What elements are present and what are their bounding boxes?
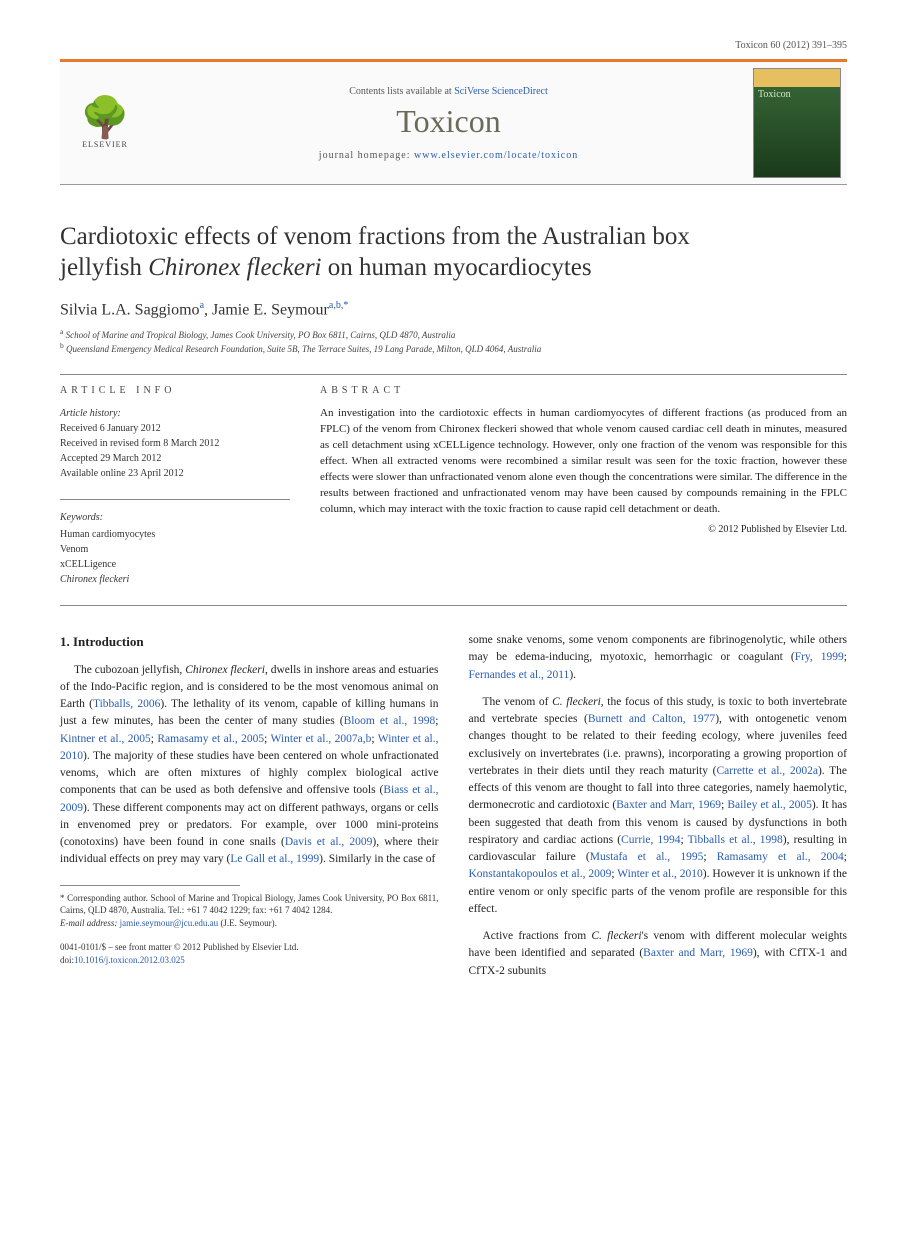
divider-bottom	[60, 605, 847, 606]
author-1: Silvia L.A. Saggiomo	[60, 301, 200, 318]
ref-bloom-1998[interactable]: Bloom et al., 1998	[344, 715, 436, 727]
intro-para-2: some snake venoms, some venom components…	[469, 632, 848, 684]
article-info-label: ARTICLE INFO	[60, 385, 290, 396]
email-label: E-mail address:	[60, 918, 120, 928]
article-history: Article history: Received 6 January 2012…	[60, 406, 290, 481]
doi-link[interactable]: 10.1016/j.toxicon.2012.03.025	[74, 955, 185, 965]
ref-baxter-1969b[interactable]: Baxter and Marr, 1969	[643, 947, 753, 959]
ref-ramasamy-2005[interactable]: Ramasamy et al., 2005	[157, 733, 264, 745]
ref-kintner-2005[interactable]: Kintner et al., 2005	[60, 733, 151, 745]
front-matter-line: 0041-0101/$ – see front matter © 2012 Pu…	[60, 941, 439, 966]
homepage-prefix: journal homepage:	[319, 150, 414, 161]
ref-baxter-1969[interactable]: Baxter and Marr, 1969	[616, 799, 721, 811]
divider-top	[60, 374, 847, 375]
keyword-3: xCELLigence	[60, 557, 290, 572]
ref-legall-1999[interactable]: Le Gall et al., 1999	[230, 853, 319, 865]
elsevier-tree-icon: 🌳	[80, 98, 130, 138]
intro-para-4: Active fractions from C. fleckeri's veno…	[469, 928, 848, 980]
ref-konst-2009[interactable]: Konstantakopoulos et al., 2009	[469, 868, 612, 880]
keywords-block: Keywords: Human cardiomyocytes Venom xCE…	[60, 510, 290, 587]
author-2-affil: a,b,	[329, 300, 343, 311]
author-2-corr: *	[343, 300, 348, 311]
ref-burnett-1977[interactable]: Burnett and Calton, 1977	[588, 713, 715, 725]
abstract-column: ABSTRACT An investigation into the cardi…	[320, 385, 847, 587]
intro-para-1: The cubozoan jellyfish, Chironex flecker…	[60, 662, 439, 869]
abstract-label: ABSTRACT	[320, 385, 847, 396]
ref-carrette-2002[interactable]: Carrette et al., 2002a	[716, 765, 817, 777]
keyword-2: Venom	[60, 542, 290, 557]
ref-currie-1994[interactable]: Currie, 1994	[621, 834, 680, 846]
header-citation: Toxicon 60 (2012) 391–395	[60, 40, 847, 51]
ref-bailey-2005[interactable]: Bailey et al., 2005	[727, 799, 812, 811]
title-line-1: Cardiotoxic effects of venom fractions f…	[60, 223, 690, 250]
email-who: (J.E. Seymour).	[218, 918, 277, 928]
corresponding-author-note: * Corresponding author. School of Marine…	[60, 892, 439, 917]
abstract-copyright: © 2012 Published by Elsevier Ltd.	[320, 524, 847, 535]
title-line-2-post: on human myocardiocytes	[322, 254, 592, 281]
divider-keywords	[60, 499, 290, 500]
body-column-left: 1. Introduction The cubozoan jellyfish, …	[60, 632, 439, 990]
publisher-name: ELSEVIER	[82, 140, 128, 149]
abstract-text: An investigation into the cardiotoxic ef…	[320, 406, 847, 518]
date-accepted: Accepted 29 March 2012	[60, 451, 290, 466]
contents-prefix: Contents lists available at	[349, 86, 454, 97]
title-line-2-pre: jellyfish	[60, 254, 148, 281]
ref-tibballs-1998[interactable]: Tibballs et al., 1998	[688, 834, 783, 846]
date-online: Available online 23 April 2012	[60, 466, 290, 481]
date-received: Received 6 January 2012	[60, 421, 290, 436]
affiliation-a: School of Marine and Tropical Biology, J…	[66, 330, 456, 340]
publisher-logo: 🌳 ELSEVIER	[60, 73, 150, 173]
article-info-column: ARTICLE INFO Article history: Received 6…	[60, 385, 290, 587]
journal-homepage-line: journal homepage: www.elsevier.com/locat…	[150, 150, 747, 161]
sciencedirect-link[interactable]: SciVerse ScienceDirect	[454, 86, 548, 97]
journal-homepage-link[interactable]: www.elsevier.com/locate/toxicon	[414, 150, 578, 161]
ref-mustafa-1995[interactable]: Mustafa et al., 1995	[590, 851, 704, 863]
keyword-1: Human cardiomyocytes	[60, 527, 290, 542]
body-column-right: some snake venoms, some venom components…	[469, 632, 848, 990]
corr-email-link[interactable]: jamie.seymour@jcu.edu.au	[120, 918, 219, 928]
keyword-4: Chironex fleckeri	[60, 574, 129, 585]
author-1-affil: a	[200, 300, 204, 311]
doi-label: doi:	[60, 955, 74, 965]
issn-line: 0041-0101/$ – see front matter © 2012 Pu…	[60, 941, 439, 954]
title-species: Chironex fleckeri	[148, 254, 321, 281]
history-heading: Article history:	[60, 406, 290, 421]
affiliations: a School of Marine and Tropical Biology,…	[60, 327, 847, 356]
footnotes: * Corresponding author. School of Marine…	[60, 892, 439, 930]
ref-winter-2010b[interactable]: Winter et al., 2010	[617, 868, 703, 880]
ref-winter-2007[interactable]: Winter et al., 2007a,b	[271, 733, 372, 745]
contents-available-line: Contents lists available at SciVerse Sci…	[150, 86, 747, 97]
date-revised: Received in revised form 8 March 2012	[60, 436, 290, 451]
ref-fernandes-2011[interactable]: Fernandes et al., 2011	[469, 669, 570, 681]
article-title: Cardiotoxic effects of venom fractions f…	[60, 221, 847, 284]
journal-banner: 🌳 ELSEVIER Contents lists available at S…	[60, 59, 847, 185]
intro-para-3: The venom of C. fleckeri, the focus of t…	[469, 694, 848, 918]
cover-title: Toxicon	[758, 89, 791, 100]
intro-heading: 1. Introduction	[60, 632, 439, 652]
ref-davis-2009[interactable]: Davis et al., 2009	[285, 836, 373, 848]
keywords-heading: Keywords:	[60, 510, 290, 525]
ref-fry-1999[interactable]: Fry, 1999	[795, 651, 844, 663]
affiliation-b: Queensland Emergency Medical Research Fo…	[66, 344, 541, 354]
journal-name: Toxicon	[150, 103, 747, 140]
ref-tibballs-2006[interactable]: Tibballs, 2006	[93, 698, 160, 710]
journal-cover-thumb: Toxicon	[747, 62, 847, 184]
authors-line: Silvia L.A. Saggiomoa, Jamie E. Seymoura…	[60, 300, 847, 319]
author-2: Jamie E. Seymour	[212, 301, 329, 318]
footnote-separator	[60, 885, 240, 886]
ref-ramasamy-2004[interactable]: Ramasamy et al., 2004	[717, 851, 844, 863]
